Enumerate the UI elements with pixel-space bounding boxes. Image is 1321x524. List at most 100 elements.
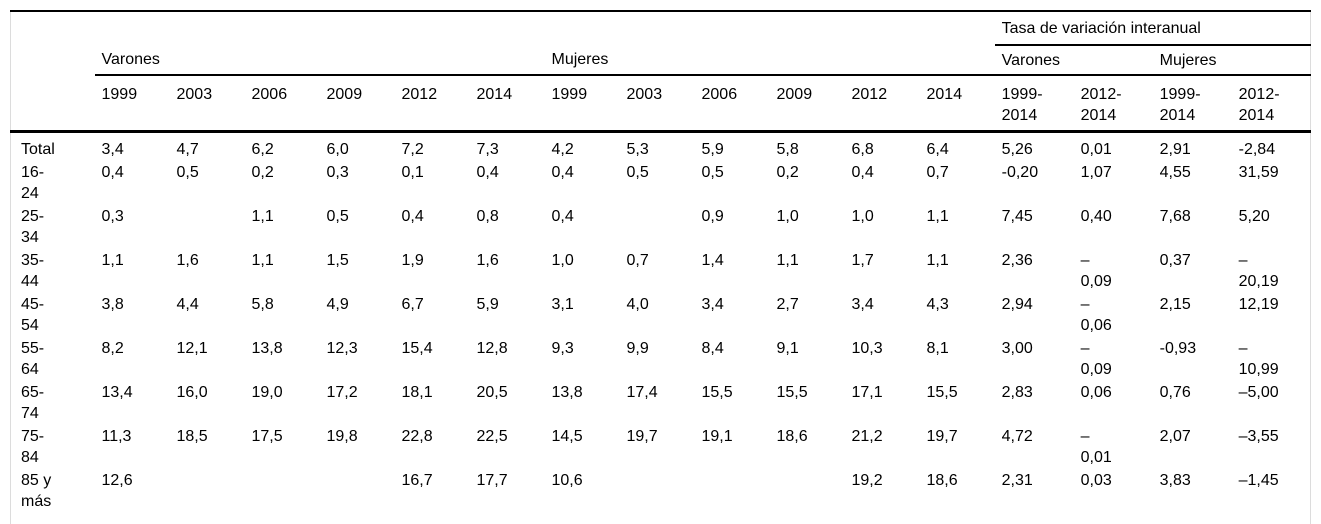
tasa-value-cell: – 0,09 — [1080, 252, 1112, 290]
year-header-cell: 2012 — [394, 75, 470, 133]
varones-value-cell: 18,5 — [176, 428, 208, 445]
tasa-value-cell: -0,20 — [1001, 164, 1039, 181]
mujeres-value-cell: 0,2 — [776, 164, 799, 181]
varones-value-cell: 20,5 — [476, 384, 508, 401]
varones-value-cell: 22,8 — [401, 428, 433, 445]
table-row: 75- 84 11,3 18,5 17,5 19,8 22,8 22,5 14,5 19,7 19… — [11, 425, 1311, 469]
mujeres-value-cell: 1,1 — [776, 252, 799, 269]
tasa-value-cell: 2,07 — [1159, 428, 1191, 445]
varones-value-cell: 16,0 — [176, 384, 208, 401]
spanner-blank-cell — [11, 11, 995, 45]
mujeres-value-cell: 1,0 — [776, 208, 799, 225]
varones-value-cell: 17,5 — [251, 428, 283, 445]
mujeres-value-cell: 1,0 — [851, 208, 874, 225]
mujeres-value-cell: 15,5 — [926, 384, 958, 401]
varones-value-cell: 1,5 — [326, 252, 349, 269]
varones-value-cell: 0,4 — [476, 164, 499, 181]
varones-value-cell: 0,3 — [101, 208, 124, 225]
varones-value-cell: 22,5 — [476, 428, 508, 445]
year-header-row: 1999 2003 2006 2009 2012 2014 1999 2003 2006 2009… — [10, 75, 1311, 133]
tasa-value-cell: – 0,01 — [1080, 428, 1112, 466]
mujeres-value-cell: 2,7 — [776, 296, 799, 313]
tasa-value-cell: 0,06 — [1080, 384, 1112, 401]
varones-value-cell: 12,6 — [101, 472, 133, 489]
varones-value-cell: 16,7 — [401, 472, 433, 489]
spanner-row: Tasa de variación interanual — [11, 11, 1311, 46]
varones-value-cell: 4,7 — [176, 141, 199, 158]
tasa-value-cell: 0,37 — [1159, 252, 1191, 269]
year-header-cell: 2014 — [919, 75, 995, 133]
mujeres-value-cell: 0,5 — [701, 164, 724, 181]
mujeres-value-cell: 15,5 — [701, 384, 733, 401]
varones-value-cell: 18,1 — [401, 384, 433, 401]
tasa-value-cell: 0,03 — [1080, 472, 1112, 489]
varones-value-cell — [170, 469, 245, 524]
mujeres-value-cell: 5,9 — [701, 141, 724, 158]
tasa-value-cell: – 20,19 — [1238, 252, 1279, 290]
varones-value-cell: 0,1 — [401, 164, 424, 181]
tasa-value-cell: 0,40 — [1080, 208, 1112, 225]
mujeres-value-cell — [620, 469, 695, 524]
mujeres-value-cell: 0,5 — [626, 164, 649, 181]
mujeres-value-cell: 6,4 — [926, 141, 949, 158]
year-header-cell: 2014 — [469, 75, 545, 133]
table-row: 35- 44 1,1 1,6 1,1 1,5 1,9 1,6 1,0 0,7 1,4 1,1 1,7 1… — [11, 249, 1311, 293]
mujeres-value-cell: 19,7 — [926, 428, 958, 445]
table-row: 45- 54 3,8 4,4 5,8 4,9 6,7 5,9 3,1 4,0 3,4 2,7 3,4 4… — [11, 293, 1311, 337]
tasa-value-cell: 2,83 — [1001, 384, 1033, 401]
varones-value-cell: 1,1 — [101, 252, 124, 269]
tasa-value-cell: –1,45 — [1238, 472, 1279, 489]
mujeres-value-cell: 13,8 — [551, 384, 583, 401]
varones-value-cell: 19,8 — [326, 428, 358, 445]
varones-value-cell: 1,6 — [476, 252, 499, 269]
varones-value-cell — [320, 469, 395, 524]
tasa-variacion-spanner: Tasa de variación interanual — [994, 11, 1311, 46]
varones-value-cell: 1,9 — [401, 252, 424, 269]
mujeres-value-cell: 0,4 — [851, 164, 874, 181]
varones-value-cell: 0,3 — [326, 164, 349, 181]
mujeres-value-cell: 17,4 — [626, 384, 658, 401]
varones-value-cell: 6,2 — [251, 141, 274, 158]
table-row: 55- 64 8,2 12,1 13,8 12,3 15,4 12,8 9,3 9,9 8,4 9,… — [11, 337, 1311, 381]
mujeres-value-cell: 10,3 — [851, 340, 883, 357]
mujeres-value-cell: 3,4 — [701, 296, 724, 313]
row-label-cell: 25- 34 — [21, 208, 45, 246]
mujeres-value-cell: 1,4 — [701, 252, 724, 269]
group-header-varones: Varones — [94, 45, 545, 76]
tasa-value-cell: -0,93 — [1159, 340, 1197, 357]
mujeres-value-cell: 8,1 — [926, 340, 949, 357]
mujeres-value-cell: 0,7 — [926, 164, 949, 181]
tasa-value-cell: -2,84 — [1238, 141, 1276, 158]
tasa-value-cell: 5,20 — [1238, 208, 1270, 225]
year-header-cell: 2009 — [769, 75, 845, 133]
mujeres-value-cell: 1,1 — [926, 252, 949, 269]
varones-value-cell: 11,3 — [101, 428, 132, 445]
mujeres-value-cell: 3,4 — [851, 296, 874, 313]
tasa-value-cell: – 10,99 — [1238, 340, 1279, 378]
varones-value-cell: 7,2 — [401, 141, 424, 158]
mujeres-value-cell: 6,8 — [851, 141, 874, 158]
varones-value-cell: 12,8 — [476, 340, 508, 357]
mujeres-value-cell: 0,9 — [701, 208, 724, 225]
varones-value-cell: 19,0 — [251, 384, 283, 401]
tasa-value-cell: 3,00 — [1001, 340, 1033, 357]
varones-value-cell: 8,2 — [101, 340, 124, 357]
varones-value-cell: 0,4 — [401, 208, 424, 225]
range-header-cell: 1999- 2014 — [1152, 75, 1232, 133]
mujeres-value-cell: 14,5 — [551, 428, 583, 445]
year-header-cell: 2006 — [244, 75, 320, 133]
mujeres-value-cell: 4,3 — [926, 296, 949, 313]
tasa-value-cell: 2,94 — [1001, 296, 1033, 313]
mujeres-value-cell: 1,7 — [851, 252, 874, 269]
row-label-cell: 65- 74 — [21, 384, 45, 422]
mujeres-value-cell: 5,8 — [776, 141, 799, 158]
varones-value-cell — [245, 469, 320, 524]
row-label-cell: 75- 84 — [21, 428, 45, 466]
mujeres-value-cell — [620, 205, 695, 249]
mujeres-value-cell: 18,6 — [926, 472, 958, 489]
mujeres-value-cell: 17,1 — [851, 384, 883, 401]
statistics-table: Tasa de variación interanual Varones Muj… — [10, 10, 1312, 524]
mujeres-value-cell: 19,7 — [626, 428, 658, 445]
mujeres-value-cell: 8,4 — [701, 340, 724, 357]
varones-value-cell: 12,1 — [176, 340, 208, 357]
